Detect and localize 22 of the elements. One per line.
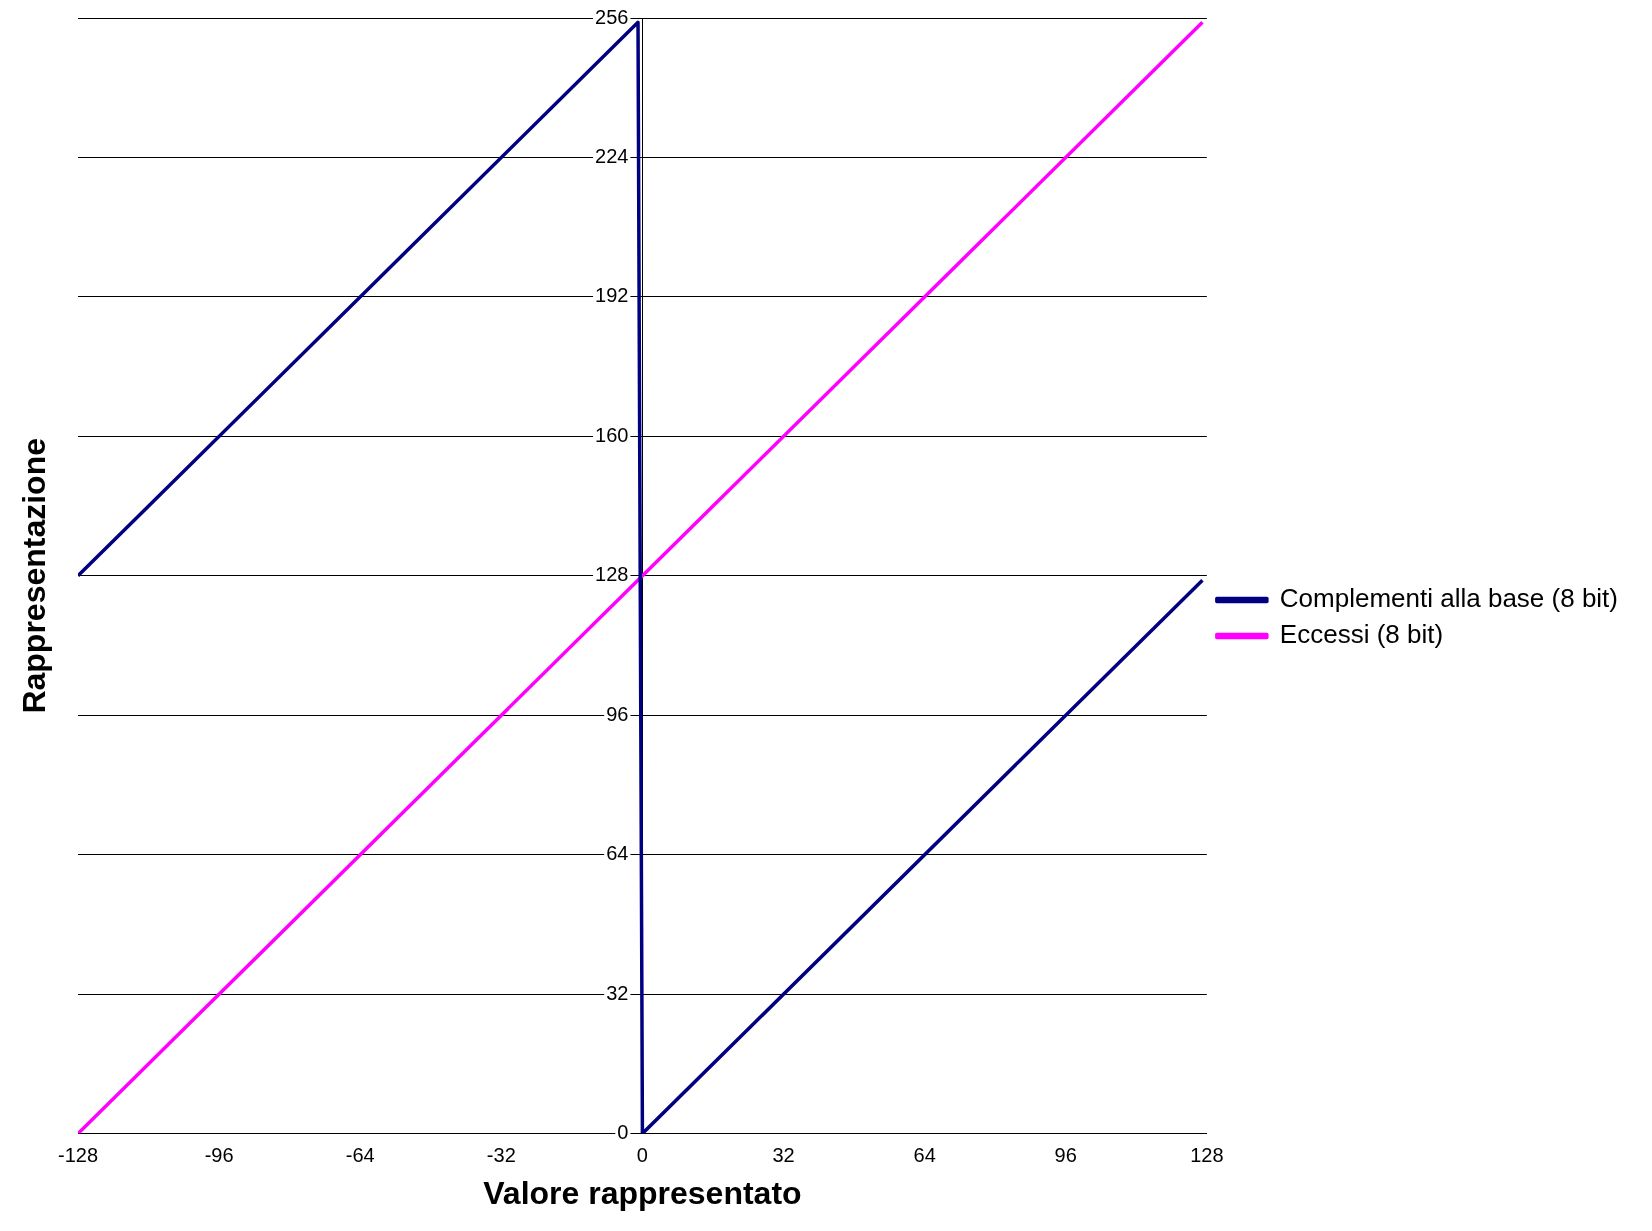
- x-tick-label: -96: [204, 1144, 234, 1167]
- x-tick-label: 128: [1190, 1144, 1224, 1167]
- y-tick-label: 64: [606, 842, 629, 865]
- y-tick-label: 96: [606, 702, 629, 725]
- legend-label: Eccessi (8 bit): [1279, 619, 1444, 650]
- x-tick-label: -128: [57, 1144, 99, 1167]
- x-tick-label: 64: [913, 1144, 936, 1167]
- x-tick-label: 0: [636, 1144, 648, 1167]
- y-tick-label: 32: [606, 981, 629, 1004]
- y-tick-label: 256: [595, 5, 629, 28]
- x-axis-title: Valore rappresentato: [483, 1174, 802, 1211]
- x-tick-label: -32: [486, 1144, 516, 1167]
- y-axis-title: Rappresentazione: [15, 437, 52, 714]
- y-tick-label: 192: [595, 284, 629, 307]
- legend-label: Complementi alla base (8 bit): [1279, 583, 1618, 614]
- y-tick-label: 160: [595, 423, 629, 446]
- x-tick-label: 96: [1054, 1144, 1077, 1167]
- x-tick-label: -64: [345, 1144, 375, 1167]
- x-tick-label: 32: [772, 1144, 795, 1167]
- y-tick-label: 224: [595, 144, 629, 167]
- y-tick-label: 128: [595, 563, 629, 586]
- y-tick-label: 0: [617, 1121, 629, 1144]
